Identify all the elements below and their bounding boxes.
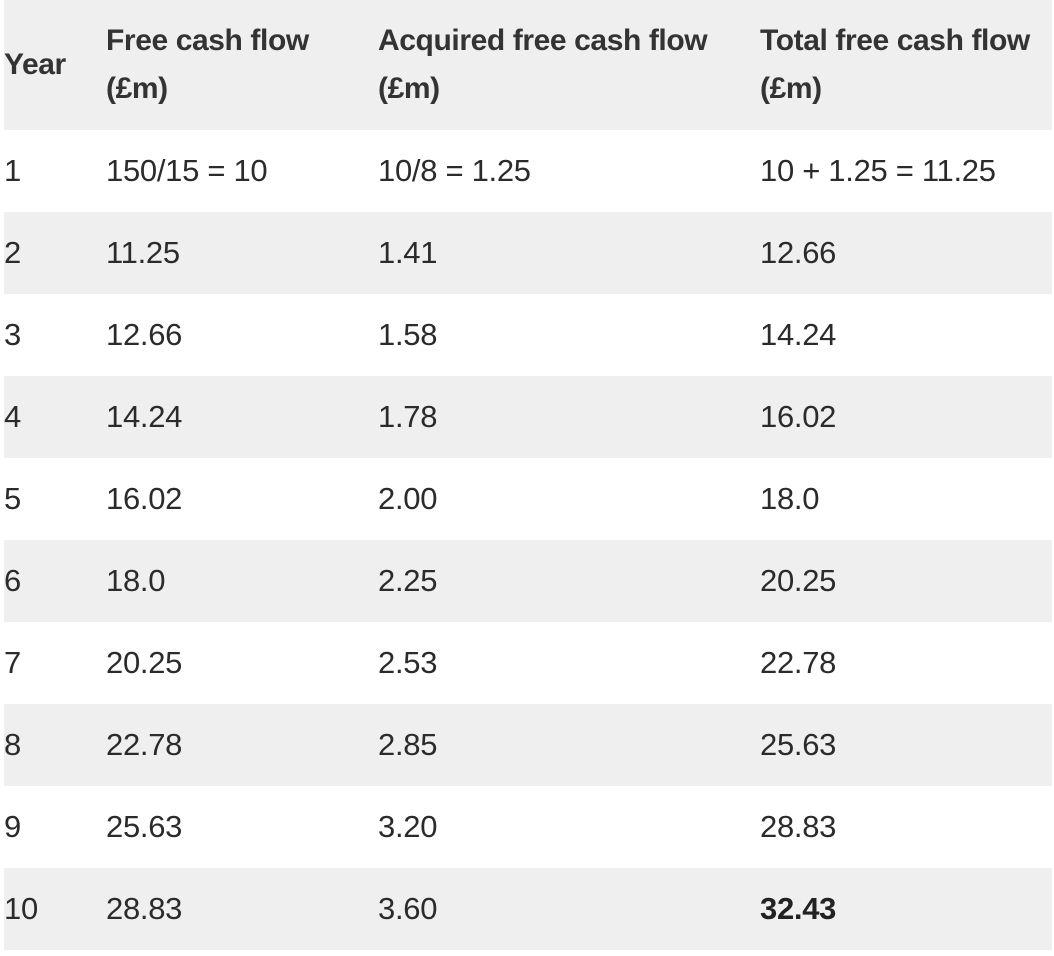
- header-acquired-free-cash-flow: Acquired free cash flow (£m): [378, 24, 708, 105]
- free-cash-flow-cell: 14.24: [106, 399, 183, 434]
- year-cell: 7: [4, 645, 21, 680]
- acquired-free-cash-flow-cell: 1.41: [378, 235, 438, 270]
- year-cell: 9: [4, 809, 21, 844]
- acquired-free-cash-flow-cell: 10/8 = 1.25: [378, 153, 531, 188]
- free-cash-flow-cell: 150/15 = 10: [106, 153, 268, 188]
- year-cell: 2: [4, 235, 21, 270]
- acquired-free-cash-flow-cell: 2.53: [378, 645, 438, 680]
- total-free-cash-flow-cell: 18.0: [760, 481, 820, 516]
- total-free-cash-flow-cell: 25.63: [760, 727, 837, 762]
- table-row: 3 12.66 1.58 14.24: [4, 294, 1052, 376]
- total-free-cash-flow-cell: 32.43: [760, 891, 837, 926]
- header-free-cash-flow: Free cash flow (£m): [106, 24, 309, 105]
- free-cash-flow-cell: 25.63: [106, 809, 183, 844]
- total-free-cash-flow-cell: 22.78: [760, 645, 837, 680]
- table-row: 4 14.24 1.78 16.02: [4, 376, 1052, 458]
- table-row: 8 22.78 2.85 25.63: [4, 704, 1052, 786]
- total-free-cash-flow-cell: 20.25: [760, 563, 837, 598]
- free-cash-flow-cell: 12.66: [106, 317, 183, 352]
- total-free-cash-flow-cell: 10 + 1.25 = 11.25: [760, 153, 996, 188]
- free-cash-flow-cell: 20.25: [106, 645, 183, 680]
- table-row: 2 11.25 1.41 12.66: [4, 212, 1052, 294]
- year-cell: 5: [4, 481, 21, 516]
- total-free-cash-flow-cell: 16.02: [760, 399, 837, 434]
- acquired-free-cash-flow-cell: 3.20: [378, 809, 438, 844]
- header-total-free-cash-flow: Total free cash flow (£m): [760, 24, 1030, 105]
- table-row: 6 18.0 2.25 20.25: [4, 540, 1052, 622]
- total-free-cash-flow-cell: 12.66: [760, 235, 837, 270]
- free-cash-flow-cell: 11.25: [106, 235, 180, 270]
- acquired-free-cash-flow-cell: 2.25: [378, 563, 438, 598]
- free-cash-flow-cell: 22.78: [106, 727, 183, 762]
- table-row: 5 16.02 2.00 18.0: [4, 458, 1052, 540]
- header-year: Year: [4, 48, 66, 81]
- free-cash-flow-cell: 18.0: [106, 563, 166, 598]
- year-cell: 6: [4, 563, 21, 598]
- table-row: 10 28.83 3.60 32.43: [4, 868, 1052, 950]
- acquired-free-cash-flow-cell: 2.00: [378, 481, 438, 516]
- free-cash-flow-table: Year Free cash flow (£m) Acquired free c…: [4, 0, 1052, 950]
- table-body: 1 150/15 = 10 10/8 = 1.25 10 + 1.25 = 11.25…: [4, 130, 1052, 950]
- year-cell: 10: [4, 891, 38, 926]
- total-free-cash-flow-cell: 14.24: [760, 317, 837, 352]
- table-header-row: Year Free cash flow (£m) Acquired free c…: [4, 0, 1052, 130]
- table-row: 1 150/15 = 10 10/8 = 1.25 10 + 1.25 = 11.25: [4, 130, 1052, 212]
- year-cell: 1: [4, 153, 21, 188]
- acquired-free-cash-flow-cell: 1.78: [378, 399, 438, 434]
- free-cash-flow-cell: 28.83: [106, 891, 183, 926]
- year-cell: 4: [4, 399, 21, 434]
- acquired-free-cash-flow-cell: 3.60: [378, 891, 438, 926]
- total-free-cash-flow-cell: 28.83: [760, 809, 837, 844]
- year-cell: 8: [4, 727, 21, 762]
- year-cell: 3: [4, 317, 21, 352]
- table-row: 9 25.63 3.20 28.83: [4, 786, 1052, 868]
- acquired-free-cash-flow-cell: 2.85: [378, 727, 438, 762]
- acquired-free-cash-flow-cell: 1.58: [378, 317, 438, 352]
- table-row: 7 20.25 2.53 22.78: [4, 622, 1052, 704]
- free-cash-flow-cell: 16.02: [106, 481, 183, 516]
